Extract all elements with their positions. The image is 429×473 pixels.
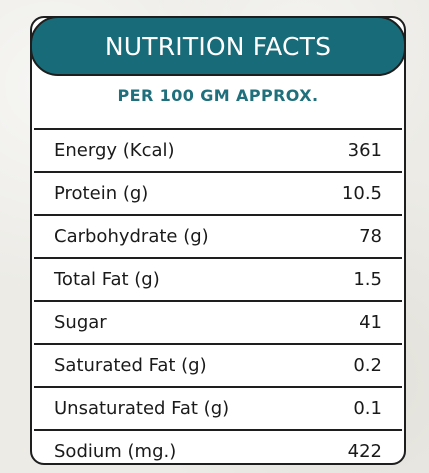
table-row: Protein (g) 10.5 — [34, 173, 402, 216]
row-value-energy: 361 — [347, 140, 382, 161]
row-value-saturated-fat: 0.2 — [353, 355, 382, 376]
row-value-unsaturated-fat: 0.1 — [353, 398, 382, 419]
table-row: Unsaturated Fat (g) 0.1 — [34, 388, 402, 431]
table-row: Total Fat (g) 1.5 — [34, 259, 402, 302]
row-value-protein: 10.5 — [341, 183, 382, 204]
table-row: Sodium (mg.) 422 — [34, 431, 402, 463]
nutrition-table: Energy (Kcal) 361 Protein (g) 10.5 Carbo… — [34, 128, 402, 463]
row-value-total-fat: 1.5 — [353, 269, 382, 290]
row-label-energy: Energy (Kcal) — [54, 140, 175, 161]
row-label-saturated-fat: Saturated Fat (g) — [54, 355, 207, 376]
row-label-carbohydrate: Carbohydrate (g) — [54, 226, 209, 247]
table-row: Sugar 41 — [34, 302, 402, 345]
row-label-total-fat: Total Fat (g) — [54, 269, 160, 290]
nutrition-facts-panel: NUTRITION FACTS PER 100 GM APPROX. Energ… — [30, 16, 406, 465]
nutrition-subtitle: PER 100 GM APPROX. — [117, 86, 319, 105]
row-label-sodium: Sodium (mg.) — [54, 441, 177, 462]
row-label-sugar: Sugar — [54, 312, 107, 333]
row-value-carbohydrate: 78 — [359, 226, 382, 247]
table-row: Saturated Fat (g) 0.2 — [34, 345, 402, 388]
row-value-sugar: 41 — [359, 312, 382, 333]
nutrition-title: NUTRITION FACTS — [104, 31, 332, 61]
row-label-protein: Protein (g) — [54, 183, 149, 204]
row-label-unsaturated-fat: Unsaturated Fat (g) — [54, 398, 230, 419]
row-value-sodium: 422 — [347, 441, 382, 462]
table-row: Energy (Kcal) 361 — [34, 130, 402, 173]
table-row: Carbohydrate (g) 78 — [34, 216, 402, 259]
nutrition-header: NUTRITION FACTS — [32, 18, 404, 76]
